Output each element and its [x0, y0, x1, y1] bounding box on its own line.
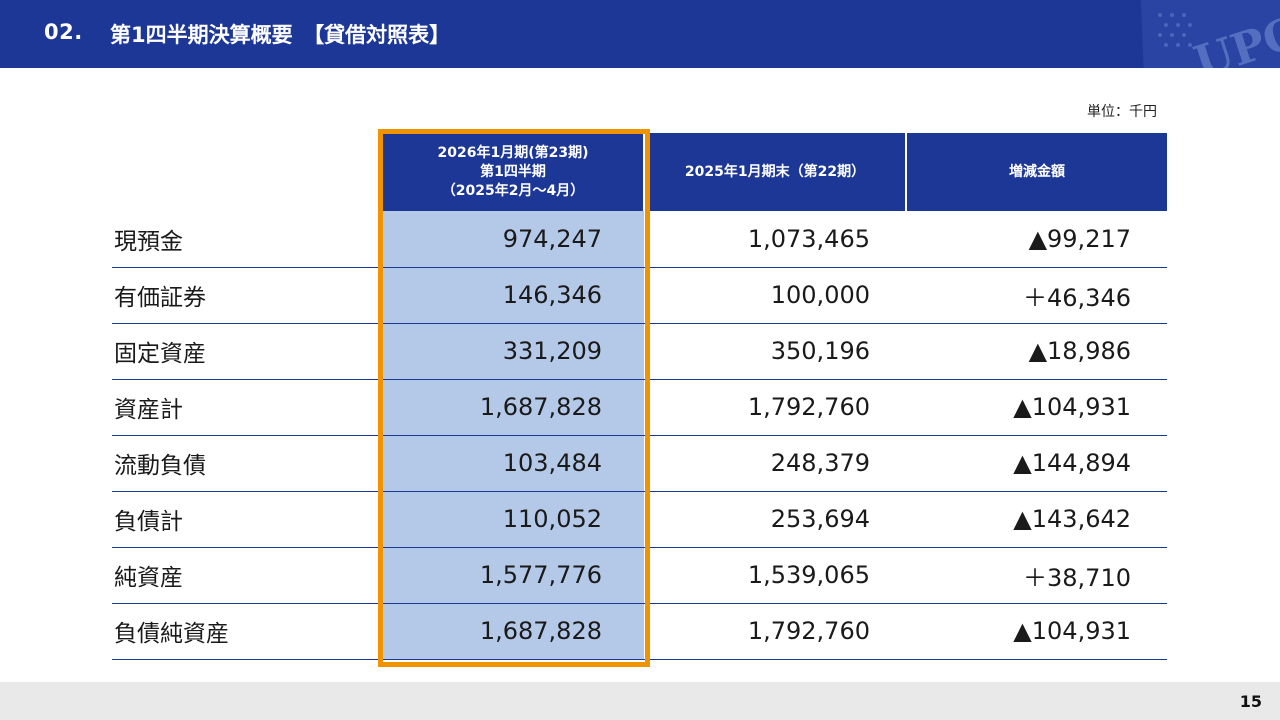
- row-label: 現預金: [112, 211, 382, 268]
- row-label: 純資産: [112, 547, 382, 604]
- slide-header: 02. 第1四半期決算概要 【貸借対照表】 UPC: [0, 0, 1280, 68]
- row-label: 固定資産: [112, 323, 382, 380]
- change-value: ▲104,931: [906, 603, 1167, 660]
- change-value: ▲143,642: [906, 491, 1167, 548]
- table-row: 現預金 974,247 1,073,465 ▲99,217: [112, 211, 1167, 268]
- change-value: ▲104,931: [906, 379, 1167, 436]
- slide-footer: 15: [0, 682, 1280, 720]
- table-row: 流動負債 103,484 248,379 ▲144,894: [112, 435, 1167, 492]
- prior-value: 1,073,465: [644, 211, 906, 268]
- unit-label: 単位：千円: [1087, 104, 1157, 120]
- prior-value: 248,379: [644, 435, 906, 492]
- column-header-line: 第1四半期: [480, 163, 546, 180]
- change-value: ▲99,217: [906, 211, 1167, 268]
- table-row: 純資産 1,577,776 1,539,065 ＋38,710: [112, 547, 1167, 604]
- prior-value: 100,000: [644, 267, 906, 324]
- table-row: 固定資産 331,209 350,196 ▲18,986: [112, 323, 1167, 380]
- prior-value: 1,792,760: [644, 603, 906, 660]
- prior-value: 1,792,760: [644, 379, 906, 436]
- balance-sheet-table: 2026年1月期(第23期) 第1四半期 （2025年2月～4月） 2025年1…: [112, 133, 1167, 660]
- column-header-current-q1: 2026年1月期(第23期) 第1四半期 （2025年2月～4月）: [381, 133, 644, 211]
- change-value: ＋46,346: [906, 267, 1167, 324]
- slide-title: 第1四半期決算概要 【貸借対照表】: [110, 23, 451, 47]
- row-label: 流動負債: [112, 435, 382, 492]
- column-header-line: 2025年1月期末（第22期）: [684, 163, 866, 180]
- header-blank-cell: [112, 133, 382, 211]
- column-header-change: 増減金額: [905, 133, 1167, 211]
- section-number: 02.: [44, 20, 83, 44]
- current-value: 1,687,828: [382, 379, 644, 436]
- row-label: 資産計: [112, 379, 382, 436]
- current-value: 974,247: [382, 211, 644, 268]
- current-value: 1,687,828: [382, 603, 644, 660]
- table-row: 有価証券 146,346 100,000 ＋46,346: [112, 267, 1167, 324]
- company-emblem-icon: UPC: [1140, 0, 1280, 68]
- table-row: 資産計 1,687,828 1,792,760 ▲104,931: [112, 379, 1167, 436]
- prior-value: 253,694: [644, 491, 906, 548]
- change-value: ＋38,710: [906, 547, 1167, 604]
- row-label: 負債純資産: [112, 603, 382, 660]
- table-header-row: 2026年1月期(第23期) 第1四半期 （2025年2月～4月） 2025年1…: [112, 133, 1167, 211]
- change-value: ▲18,986: [906, 323, 1167, 380]
- column-header-line: 増減金額: [1009, 163, 1065, 180]
- current-value: 146,346: [382, 267, 644, 324]
- table-row: 負債純資産 1,687,828 1,792,760 ▲104,931: [112, 603, 1167, 660]
- current-value: 110,052: [382, 491, 644, 548]
- column-header-line: 2026年1月期(第23期): [437, 144, 589, 161]
- prior-value: 1,539,065: [644, 547, 906, 604]
- page-number: 15: [1239, 692, 1262, 711]
- current-value: 103,484: [382, 435, 644, 492]
- change-value: ▲144,894: [906, 435, 1167, 492]
- current-value: 331,209: [382, 323, 644, 380]
- prior-value: 350,196: [644, 323, 906, 380]
- row-label: 有価証券: [112, 267, 382, 324]
- row-label: 負債計: [112, 491, 382, 548]
- current-value: 1,577,776: [382, 547, 644, 604]
- table-row: 負債計 110,052 253,694 ▲143,642: [112, 491, 1167, 548]
- column-header-line: （2025年2月～4月）: [441, 182, 585, 199]
- column-header-prior-year: 2025年1月期末（第22期）: [643, 133, 906, 211]
